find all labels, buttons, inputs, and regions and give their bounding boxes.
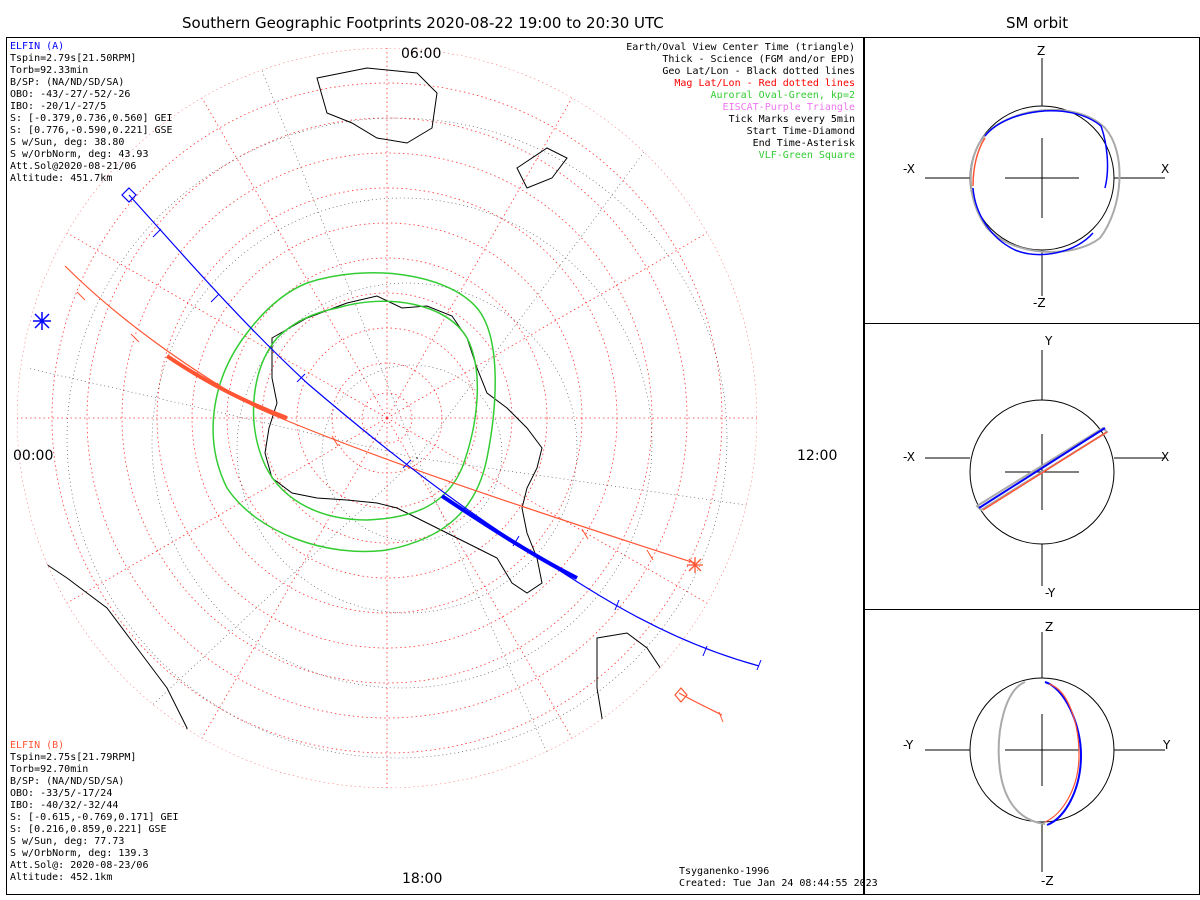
legend-item: Auroral Oval-Green, kp=2: [710, 90, 856, 101]
footprint-map-panel: 06:00 00:00 12:00 18:00 ELFIN (A) Tspin=…: [6, 37, 878, 895]
sm2-left-label: -X: [903, 450, 915, 464]
auroral-oval-outer: [212, 272, 496, 553]
map-title: Southern Geographic Footprints 2020-08-2…: [182, 14, 664, 32]
sm1-right-label: X: [1161, 162, 1170, 176]
sm-orbit-title: SM orbit: [1006, 14, 1069, 32]
sm-panel-yz: Z -Z -Y Y: [864, 609, 1200, 895]
elfin-b-ticks: [76, 291, 724, 723]
elfin-b-end-asterisk: [687, 557, 703, 573]
hour-label-left: 00:00: [13, 448, 54, 464]
sm2-bottom-label: -Y: [1045, 586, 1056, 600]
elfin-b-line: Tspin=2.75s[21.79RPM]: [10, 752, 137, 763]
sm1-top-label: Z: [1037, 44, 1046, 58]
model-label: Tsyganenko-1996: [679, 866, 770, 877]
legend-item: VLF-Green Square: [758, 150, 855, 161]
sm1-bottom-label: -Z: [1033, 296, 1046, 310]
elfin-a-line: OBO: -43/-27/-52/-26: [10, 89, 131, 100]
legend-item: Earth/Oval View Center Time (triangle): [626, 42, 855, 53]
sm3-right-label: Y: [1163, 738, 1171, 752]
elfin-b-line: S: [0.216,0.859,0.221] GSE: [10, 824, 167, 835]
new-zealand-outline: [516, 147, 568, 189]
created-label: Created: Tue Jan 24 08:44:55 2023: [679, 878, 878, 889]
subsolar-asterisk: [33, 312, 51, 330]
sm3-top-label: Z: [1045, 620, 1054, 634]
elfin-a-line: S: [-0.379,0.736,0.560] GEI: [10, 113, 173, 124]
elfin-b-track: [64, 265, 724, 723]
elfin-a-line: S w/OrbNorm, deg: 43.93: [10, 149, 149, 160]
elfin-a-line: IBO: -20/1/-27/5: [10, 101, 107, 112]
australia-outline: [316, 67, 438, 144]
elfin-a-line: B/SP: (NA/ND/SD/SA): [10, 77, 125, 88]
antarctica-outline: [264, 295, 543, 594]
elfin-b-start-diamond: [674, 687, 688, 703]
elfin-a-line: Altitude: 451.7km: [10, 173, 113, 184]
hour-label-top: 06:00: [401, 46, 442, 62]
elfin-b-line: B/SP: (NA/ND/SD/SA): [10, 776, 125, 787]
auroral-ovals: [212, 272, 496, 553]
legend-item: EISCAT-Purple Triangle: [722, 102, 855, 113]
elfin-a-name: ELFIN (A): [10, 41, 65, 52]
coastlines: [36, 67, 678, 788]
elfin-a-line: S: [0.776,-0.590,0.221] GSE: [10, 125, 173, 136]
legend-item: Thick - Science (FGM and/or EPD): [662, 54, 855, 65]
elfin-b-line: S: [-0.615,-0.769,0.171] GEI: [10, 812, 179, 823]
geo-grid: [26, 57, 757, 788]
elfin-a-track: [121, 187, 762, 671]
legend-item: Tick Marks every 5min: [728, 114, 855, 125]
elfin-b-line: IBO: -40/32/-32/44: [10, 800, 119, 811]
elfin-a-ticks: [152, 228, 762, 671]
elfin-a-line: S w/Sun, deg: 38.80: [10, 137, 125, 148]
elfin-b-line: S w/Sun, deg: 77.73: [10, 836, 125, 847]
elfin-b-line: S w/OrbNorm, deg: 139.3: [10, 848, 149, 859]
sm-panel-xy: Y -Y -X X: [864, 323, 1200, 610]
footprint-map: [17, 48, 762, 788]
elfin-a-line: Torb=92.33min: [10, 65, 89, 76]
sm3-left-label: -Y: [903, 738, 914, 752]
elfin-a-line: Att.Sol@2020-08-21/06: [10, 161, 137, 172]
sm1-left-label: -X: [903, 162, 915, 176]
sm2-top-label: Y: [1045, 334, 1053, 348]
sm2-right-label: X: [1161, 450, 1170, 464]
south-america-outline: [596, 632, 678, 788]
elfin-a-start-diamond: [121, 187, 137, 203]
elfin-a-line: Tspin=2.79s[21.50RPM]: [10, 53, 137, 64]
legend-item: Geo Lat/Lon - Black dotted lines: [662, 66, 855, 77]
legend-item: Start Time-Diamond: [746, 126, 855, 137]
legend-item: End Time-Asterisk: [752, 138, 855, 149]
elfin-b-name: ELFIN (B): [10, 740, 65, 751]
elfin-b-line: OBO: -33/5/-17/24: [10, 788, 113, 799]
elfin-b-line: Att.Sol@: 2020-08-23/06: [10, 860, 149, 871]
sm-panel-xz: Z -Z -X X: [864, 37, 1200, 324]
sm3-bottom-label: -Z: [1041, 874, 1054, 888]
hour-label-right: 12:00: [797, 448, 838, 464]
hour-label-bottom: 18:00: [402, 871, 443, 887]
elfin-b-line: Altitude: 452.1km: [10, 872, 113, 883]
auroral-oval-inner: [252, 300, 479, 521]
legend-item: Mag Lat/Lon - Red dotted lines: [674, 78, 855, 89]
elfin-b-line: Torb=92.70min: [10, 764, 89, 775]
